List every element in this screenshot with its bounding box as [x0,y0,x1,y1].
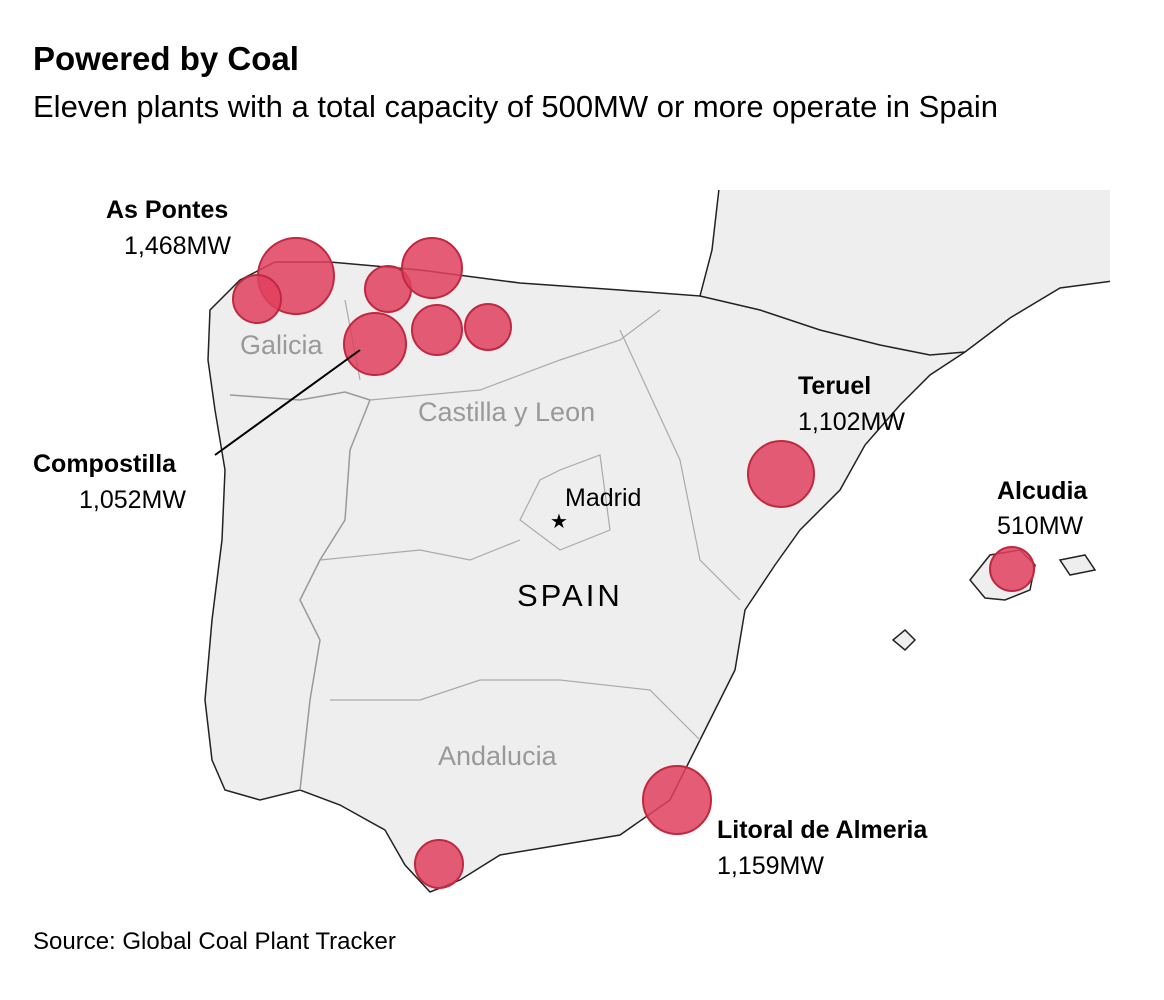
region-label-andalucia: Andalucia [438,741,557,771]
plant-capacity: 1,159MW [717,852,824,880]
plant-bubble [232,274,282,324]
menorca [1058,554,1097,576]
compostilla-leader [214,349,361,456]
plant-bubble [401,237,463,299]
plant-bubble [642,765,712,835]
star-icon: ★ [550,511,568,533]
plant-capacity: 1,102MW [798,408,905,436]
plant-capacity: 1,052MW [79,486,186,514]
plant-bubble [747,440,815,508]
plant-name: Litoral de Almeria [717,816,928,844]
plant-bubble [343,312,407,376]
map-subtitle: Eleven plants with a total capacity of 5… [33,89,998,124]
plant-capacity: 1,468MW [124,232,231,260]
region-label-castilla: Castilla y Leon [418,397,596,427]
france-border [699,295,966,356]
portugal-border [229,391,371,791]
ibiza [891,628,917,652]
plant-bubble [464,303,512,351]
plant-bubble [989,546,1035,592]
country-label: SPAIN [517,578,623,613]
region-label-galicia: Galicia [240,330,323,360]
plant-name: Teruel [798,372,872,400]
capital-label: Madrid [565,484,642,512]
plant-bubble [414,839,464,889]
plant-name: As Pontes [106,196,229,224]
plant-bubble [411,304,463,356]
map-title: Powered by Coal [33,40,299,77]
plant-capacity: 510MW [997,512,1084,540]
plant-name: Compostilla [33,450,177,478]
plant-name: Alcudia [997,477,1088,505]
source-note: Source: Global Coal Plant Tracker [33,928,396,955]
